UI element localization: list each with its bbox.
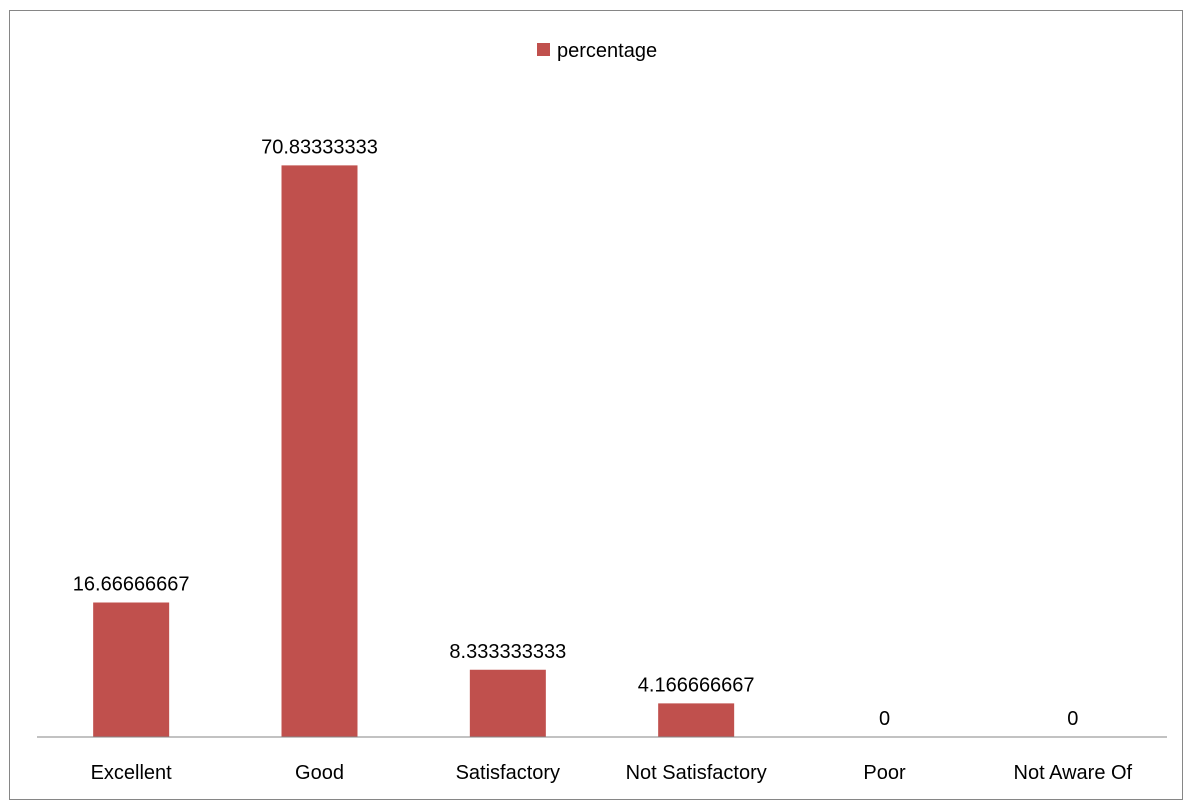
value-labels: 16.66666667 70.83333333 8.333333333 4.16666… <box>73 136 1079 730</box>
chart-frame <box>9 10 1183 800</box>
bar-not-satisfactory <box>658 703 735 737</box>
category-label: Good <box>295 762 344 784</box>
category-label: Satisfactory <box>456 762 560 784</box>
category-labels: Excellent Good Satisfactory Not Satisfactor… <box>91 762 1133 784</box>
value-label: 0 <box>879 708 890 730</box>
bars <box>93 165 735 737</box>
value-label: 70.83333333 <box>261 136 378 158</box>
category-label: Not Aware Of <box>1014 762 1133 784</box>
bar-excellent <box>93 602 170 737</box>
value-label: 16.66666667 <box>73 574 190 596</box>
value-label: 0 <box>1067 708 1078 730</box>
category-label: Excellent <box>91 762 173 784</box>
legend: percentage <box>537 40 657 62</box>
legend-label: percentage <box>557 40 657 62</box>
category-label: Poor <box>863 762 906 784</box>
bar-satisfactory <box>469 669 546 737</box>
value-label: 8.333333333 <box>449 641 566 663</box>
bar-good <box>281 165 358 737</box>
value-label: 4.166666667 <box>638 674 755 696</box>
category-label: Not Satisfactory <box>626 762 767 784</box>
legend-swatch <box>537 43 550 56</box>
